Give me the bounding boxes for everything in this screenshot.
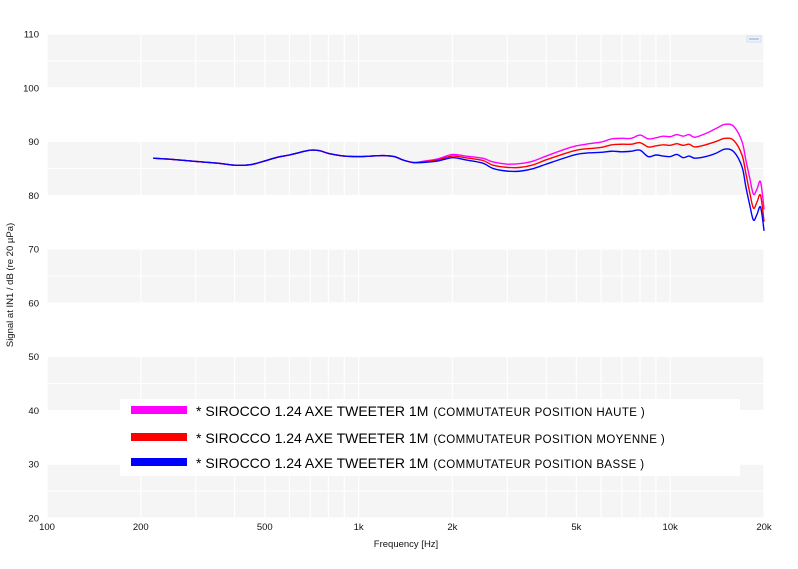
legend-box — [120, 399, 740, 476]
series-line-basse — [153, 148, 765, 231]
y-tick-label: 40 — [28, 406, 39, 417]
y-tick-label: 20 — [28, 514, 39, 525]
x-tick-label: 500 — [257, 522, 273, 533]
legend-swatch-basse — [131, 458, 187, 466]
x-axis-label: Frequency [Hz] — [374, 539, 438, 550]
legend-note-haute: (COMMUTATEUR POSITION HAUTE ) — [433, 407, 645, 419]
x-tick-label: 20k — [756, 522, 772, 533]
svg-text:* SIROCCO 1.24 AXE TWEETER 1M(: * SIROCCO 1.24 AXE TWEETER 1M (COMMUTATEU… — [196, 430, 665, 446]
y-tick-label: 100 — [23, 83, 39, 94]
legend-entry-haute: * SIROCCO 1.24 AXE TWEETER 1M (COMMUTATEU… — [131, 403, 645, 419]
series-layer — [153, 123, 765, 231]
legend: * SIROCCO 1.24 AXE TWEETER 1M (COMMUTATEU… — [120, 399, 740, 476]
y-tick-label: 60 — [28, 298, 39, 309]
y-tick-label: 70 — [28, 245, 39, 256]
x-tick-label: 5k — [571, 522, 581, 533]
legend-note-basse: (COMMUTATEUR POSITION BASSE ) — [433, 459, 644, 471]
legend-entry-basse: * SIROCCO 1.24 AXE TWEETER 1M (COMMUTATEU… — [131, 455, 645, 471]
y-tick-label: 50 — [28, 352, 39, 363]
y-tick-label: 90 — [28, 137, 39, 148]
legend-label-moyenne: * SIROCCO 1.24 AXE TWEETER 1M — [196, 430, 428, 446]
legend-note-moyenne: (COMMUTATEUR POSITION MOYENNE ) — [433, 434, 665, 446]
legend-swatch-haute — [131, 406, 187, 414]
x-tick-label: 1k — [354, 522, 364, 533]
logo-mark — [746, 35, 762, 43]
legend-label-haute: * SIROCCO 1.24 AXE TWEETER 1M — [196, 403, 428, 419]
x-tick-label: 10k — [663, 522, 679, 533]
tick-labels: 100 200 500 1k 2k 5k 10k 20k 20 30 40 50 60 70 80 90 100… — [23, 30, 772, 534]
svg-text:* SIROCCO 1.24 AXE TWEETER 1M(: * SIROCCO 1.24 AXE TWEETER 1M (COMMUTATEU… — [196, 455, 645, 471]
x-tick-label: 100 — [39, 522, 55, 533]
legend-swatch-moyenne — [131, 433, 187, 441]
legend-label-basse: * SIROCCO 1.24 AXE TWEETER 1M — [196, 455, 428, 471]
svg-text:* SIROCCO 1.24 AXE TWEETER 1M(: * SIROCCO 1.24 AXE TWEETER 1M (COMMUTATEU… — [196, 403, 645, 419]
y-tick-label: 110 — [24, 30, 39, 41]
legend-entry-moyenne: * SIROCCO 1.24 AXE TWEETER 1M (COMMUTATEU… — [131, 430, 665, 446]
y-tick-label: 30 — [28, 460, 39, 471]
y-axis-label: Signal at IN1 / dB (re 20 µPa) — [5, 223, 16, 347]
y-tick-label: 80 — [28, 191, 39, 202]
x-tick-label: 2k — [447, 522, 457, 533]
x-tick-label: 200 — [133, 522, 149, 533]
